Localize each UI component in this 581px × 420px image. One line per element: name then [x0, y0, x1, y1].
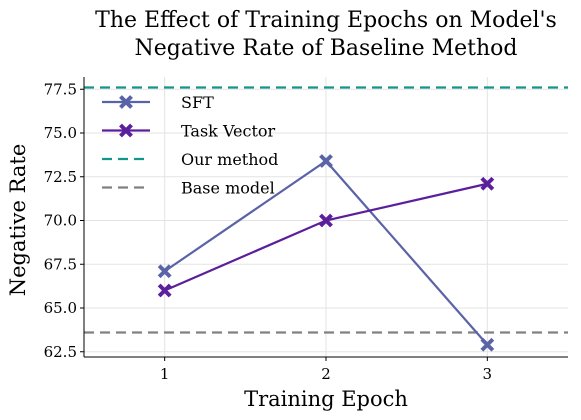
legend-label-task-vector: Task Vector	[181, 122, 276, 141]
x-axis-label: Training Epoch	[244, 387, 408, 411]
legend-marker-sft	[119, 95, 133, 109]
y-tick-label: 65.0	[44, 299, 77, 317]
chart-title-line-2: Negative Rate of Baseline Method	[135, 36, 518, 61]
y-tick-label: 67.5	[44, 255, 77, 273]
x-tick-label: 3	[483, 365, 493, 383]
data-point-sft	[157, 264, 172, 279]
x-tick-label: 2	[321, 365, 331, 383]
y-tick-label: 72.5	[44, 168, 77, 186]
axes	[80, 77, 568, 361]
legend-label-base-model: Base model	[181, 179, 275, 198]
reference-lines	[84, 86, 568, 334]
chart-title-line-1: The Effect of Training Epochs on Model's	[95, 8, 557, 33]
data-point-task-vector	[480, 176, 495, 191]
data-point-task-vector	[319, 213, 333, 228]
legend-marker-task-vector	[119, 123, 133, 138]
tick-labels: 62.5 65.0 67.5 70.0 72.5 75.0 77.5 1 2 3	[44, 80, 493, 383]
legend: SFT Task Vector Our method Base model	[102, 93, 278, 198]
y-tick-label: 75.0	[44, 124, 77, 142]
y-tick-label: 70.0	[44, 212, 77, 230]
grid	[84, 77, 568, 357]
series	[157, 154, 495, 352]
data-point-sft	[480, 337, 495, 352]
y-tick-label: 77.5	[44, 80, 77, 98]
x-tick-label: 1	[160, 365, 170, 383]
legend-label-sft: SFT	[181, 93, 214, 112]
y-axis-label: Negative Rate	[6, 144, 30, 297]
data-point-task-vector	[157, 283, 172, 298]
data-point-sft	[319, 154, 333, 168]
y-tick-label: 62.5	[44, 343, 77, 361]
legend-label-our-method: Our method	[181, 150, 278, 169]
